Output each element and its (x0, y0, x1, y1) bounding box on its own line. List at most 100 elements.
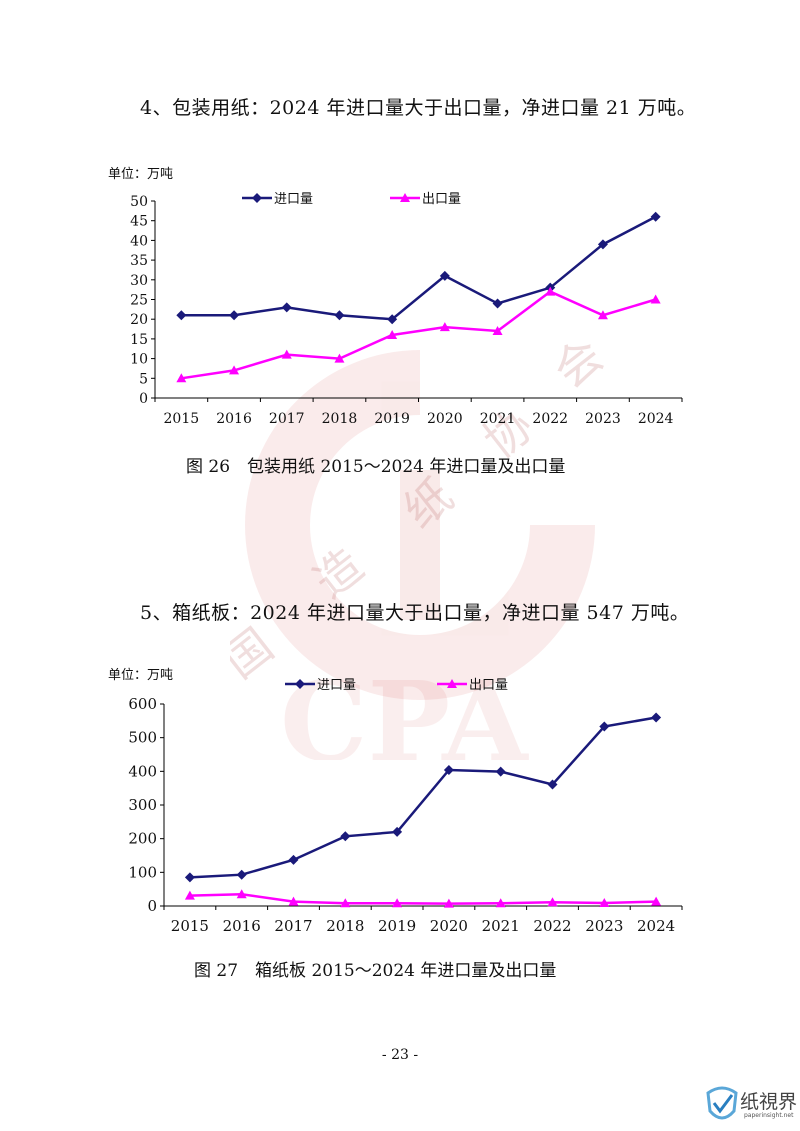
data-point-export (492, 326, 503, 336)
y-tick-label: 0 (139, 391, 148, 407)
y-tick-label: 200 (128, 830, 157, 848)
watermark-char: 纸 (394, 468, 463, 539)
series-line-export (189, 892, 657, 905)
x-tick-label: 2015 (164, 411, 200, 427)
figure-caption: 图 27 箱纸板 2015～2024 年进口量及出口量 (194, 961, 557, 981)
data-point-import (495, 766, 506, 777)
x-tick-label: 2024 (638, 411, 674, 427)
data-point-export (650, 294, 661, 304)
x-tick-label: 2016 (216, 411, 252, 427)
data-point-import (492, 298, 503, 309)
legend-label: 出口量 (422, 192, 461, 207)
data-point-import (176, 310, 187, 321)
data-point-export (288, 896, 299, 906)
data-point-import (387, 314, 398, 325)
data-point-import (439, 270, 450, 281)
data-point-export (184, 890, 195, 900)
y-tick-label: 35 (130, 253, 148, 269)
y-tick-label: 0 (147, 897, 157, 915)
x-tick-label: 2017 (269, 411, 305, 427)
x-tick-label: 2016 (223, 917, 261, 935)
x-tick-label: 2023 (585, 917, 623, 935)
x-tick-label: 2018 (326, 917, 364, 935)
data-point-export (495, 898, 506, 908)
x-tick-label: 2024 (637, 917, 675, 935)
packaging-paper-line-chart: 0 5 10 15 20 25 30 35 40 45 50 2015 2016 2017 2018 2019… (130, 192, 683, 427)
legend-label: 进口量 (317, 678, 356, 693)
y-tick-label: 15 (130, 332, 148, 348)
x-tick-label: 2022 (533, 917, 571, 935)
data-point-export (229, 365, 240, 375)
data-point-import (599, 721, 610, 732)
data-point-export (340, 898, 351, 908)
chart-unit-label: 单位：万吨 (108, 668, 174, 683)
data-point-import (184, 872, 195, 883)
x-tick-label: 2023 (585, 411, 621, 427)
x-tick-label: 2020 (430, 917, 468, 935)
data-point-export (547, 897, 558, 907)
data-point-import (597, 239, 608, 250)
data-point-export (597, 310, 608, 320)
series-line-import (181, 215, 657, 321)
data-point-import (288, 854, 299, 865)
data-point-import (650, 211, 661, 222)
legend-label: 出口量 (469, 678, 508, 693)
section-heading-packaging-paper: 4、包装用纸：2024 年进口量大于出口量，净进口量 21 万吨。 (140, 97, 697, 119)
y-tick-label: 50 (130, 194, 148, 210)
x-tick-label: 2022 (532, 411, 568, 427)
containerboard-line-chart: 0 100 200 300 400 500 600 2015 2016 2017 2018 2019 2… (128, 678, 683, 935)
data-point-import (443, 764, 454, 775)
chart-unit-label: 单位：万吨 (108, 167, 174, 182)
y-tick-label: 30 (130, 273, 148, 289)
data-point-export (599, 897, 610, 907)
logo-subtext: paperinsight.net (744, 1112, 794, 1119)
y-tick-label: 10 (130, 352, 148, 368)
x-tick-label: 2018 (322, 411, 358, 427)
logo-icon (706, 1086, 738, 1120)
data-point-export (545, 286, 556, 296)
series-line-import (189, 716, 657, 879)
data-point-export (443, 898, 454, 908)
y-tick-label: 600 (128, 695, 157, 713)
x-tick-label: 2015 (171, 917, 209, 935)
data-point-import (340, 831, 351, 842)
section-heading-containerboard: 5、箱纸板：2024 年进口量大于出口量，净进口量 547 万吨。 (140, 602, 690, 624)
y-tick-label: 100 (128, 863, 157, 881)
data-point-export (334, 353, 345, 363)
y-tick-label: 300 (128, 796, 157, 814)
legend-marker (252, 193, 262, 203)
data-point-import (229, 310, 240, 321)
x-tick-label: 2019 (378, 917, 416, 935)
data-point-export (651, 896, 662, 906)
data-point-export (236, 889, 247, 899)
y-tick-label: 20 (130, 312, 148, 328)
x-tick-label: 2019 (374, 411, 410, 427)
y-tick-label: 40 (130, 233, 148, 249)
figure-caption: 图 26 包装用纸 2015～2024 年进口量及出口量 (186, 457, 566, 477)
y-tick-label: 25 (130, 293, 148, 309)
data-point-export (439, 322, 450, 332)
legend-marker (447, 679, 457, 688)
legend-marker (295, 679, 305, 689)
data-point-import (651, 712, 662, 723)
data-point-export (176, 373, 187, 383)
series-line-export (181, 290, 657, 380)
data-point-export (281, 349, 292, 359)
data-point-import (334, 310, 345, 321)
y-tick-label: 5 (139, 371, 148, 387)
data-point-import (547, 779, 558, 790)
data-point-import (392, 826, 403, 837)
x-tick-label: 2021 (480, 411, 516, 427)
logo-text: 纸視界 (740, 1091, 798, 1113)
data-point-import (236, 869, 247, 880)
data-point-export (392, 898, 403, 908)
data-point-export (387, 329, 398, 339)
x-tick-label: 2020 (427, 411, 463, 427)
x-tick-label: 2021 (482, 917, 520, 935)
legend-label: 进口量 (274, 192, 313, 207)
y-tick-label: 45 (130, 214, 148, 230)
paperinsight-logo: 纸視界 paperinsight.net (704, 1085, 800, 1131)
x-tick-label: 2017 (274, 917, 312, 935)
legend-marker (400, 193, 410, 202)
y-tick-label: 500 (128, 729, 157, 747)
